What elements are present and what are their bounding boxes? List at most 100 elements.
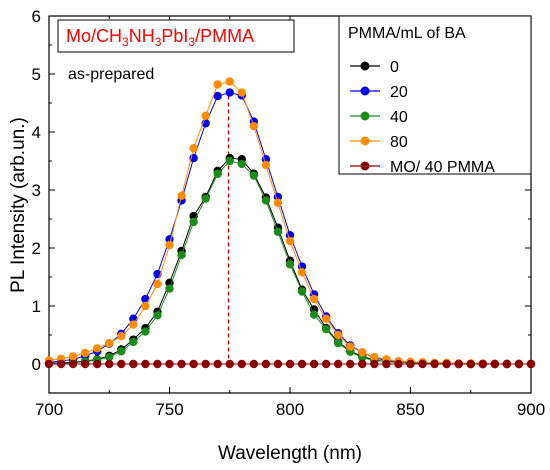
data-point	[105, 359, 114, 369]
data-point	[273, 198, 283, 207]
y-tick-label: 1	[32, 297, 41, 316]
data-point	[189, 359, 198, 369]
legend-label: MO/ 40 PMMA	[390, 159, 495, 176]
legend-marker	[360, 161, 370, 171]
series-4	[44, 359, 536, 369]
title-part-a: Mo/CH	[66, 26, 122, 46]
legend-entry: MO/ 40 PMMA	[350, 159, 495, 176]
data-point	[418, 359, 427, 369]
title-sub-1: 3	[122, 35, 129, 49]
data-point	[117, 359, 126, 369]
legend-label: 80	[390, 134, 408, 151]
data-point	[93, 359, 102, 369]
data-point	[502, 359, 512, 369]
data-point	[117, 331, 126, 341]
legend-entry: 0	[350, 59, 399, 76]
legend-marker	[360, 61, 370, 71]
data-point	[80, 348, 90, 358]
data-point	[213, 91, 222, 101]
data-point	[249, 171, 259, 180]
title-box	[57, 19, 295, 53]
data-point	[141, 301, 150, 311]
annotation-label: as-prepared	[68, 66, 154, 83]
y-tick-label: 3	[32, 181, 41, 200]
data-point	[249, 122, 259, 131]
data-point	[213, 169, 222, 178]
data-point	[249, 359, 259, 369]
legend-entry: 20	[350, 84, 408, 101]
data-point	[56, 359, 66, 369]
data-point	[201, 111, 210, 120]
x-tick-label: 850	[396, 400, 424, 419]
data-point	[358, 348, 367, 357]
data-point	[334, 330, 343, 340]
data-point	[213, 80, 222, 89]
data-point	[285, 236, 295, 246]
legend-title: PMMA/mL of BA	[348, 25, 466, 42]
legend-entry: 80	[350, 134, 408, 151]
data-point	[358, 359, 367, 369]
title-part-c: PbI	[161, 26, 188, 46]
data-point	[297, 359, 307, 369]
data-point	[309, 310, 319, 319]
data-point	[478, 359, 487, 369]
data-point	[44, 359, 54, 369]
title-part-d: /PMMA	[195, 26, 254, 46]
data-point	[334, 338, 343, 348]
data-point	[321, 314, 331, 323]
y-axis-label: PL Intensity (arb.un.)	[8, 117, 29, 293]
data-point	[406, 359, 415, 369]
y-tick-label: 6	[32, 7, 41, 26]
legend-marker	[360, 111, 370, 121]
y-tick-label: 2	[32, 239, 41, 258]
x-tick-label: 900	[517, 400, 545, 419]
legend-label: 40	[390, 109, 408, 126]
data-point	[321, 325, 331, 334]
data-point	[189, 144, 198, 153]
data-point	[237, 159, 246, 169]
data-point	[129, 320, 138, 329]
data-point	[334, 359, 343, 369]
data-point	[466, 359, 475, 369]
data-point	[346, 342, 355, 351]
data-point	[261, 359, 271, 369]
data-point	[141, 359, 150, 369]
data-point	[370, 359, 379, 369]
x-tick-label: 700	[35, 400, 63, 419]
data-point	[526, 359, 536, 369]
y-tick-label: 5	[32, 65, 41, 84]
data-point	[285, 260, 295, 269]
data-point	[442, 359, 451, 369]
data-point	[165, 284, 174, 293]
data-point	[225, 77, 234, 86]
legend-entry: 40	[350, 109, 408, 126]
y-tick-label: 0	[32, 355, 41, 374]
data-point	[273, 227, 283, 236]
data-point	[105, 352, 114, 362]
x-tick-label: 800	[276, 400, 304, 419]
y-tick-labels: 0 1 2 3 4 5 6	[32, 7, 41, 374]
data-point	[177, 191, 186, 200]
data-point	[285, 359, 295, 369]
series-layer	[44, 77, 536, 369]
legend-marker	[360, 86, 370, 96]
data-point	[93, 344, 102, 353]
data-point	[117, 347, 126, 356]
data-point	[514, 359, 524, 369]
data-point	[68, 359, 78, 369]
data-point	[201, 359, 210, 369]
data-point	[454, 359, 463, 369]
data-point	[321, 359, 331, 369]
data-point	[153, 279, 162, 289]
data-point	[394, 359, 403, 369]
data-point	[201, 194, 210, 203]
data-point	[297, 262, 307, 271]
y-tick-label: 4	[32, 123, 41, 142]
data-point	[237, 88, 246, 97]
data-point	[153, 311, 162, 320]
legend-label: 0	[390, 59, 399, 76]
title-sub-3: 3	[188, 35, 195, 49]
data-point	[273, 359, 283, 369]
x-axis-label: Wavelength (nm)	[218, 443, 362, 464]
data-point	[165, 278, 174, 287]
